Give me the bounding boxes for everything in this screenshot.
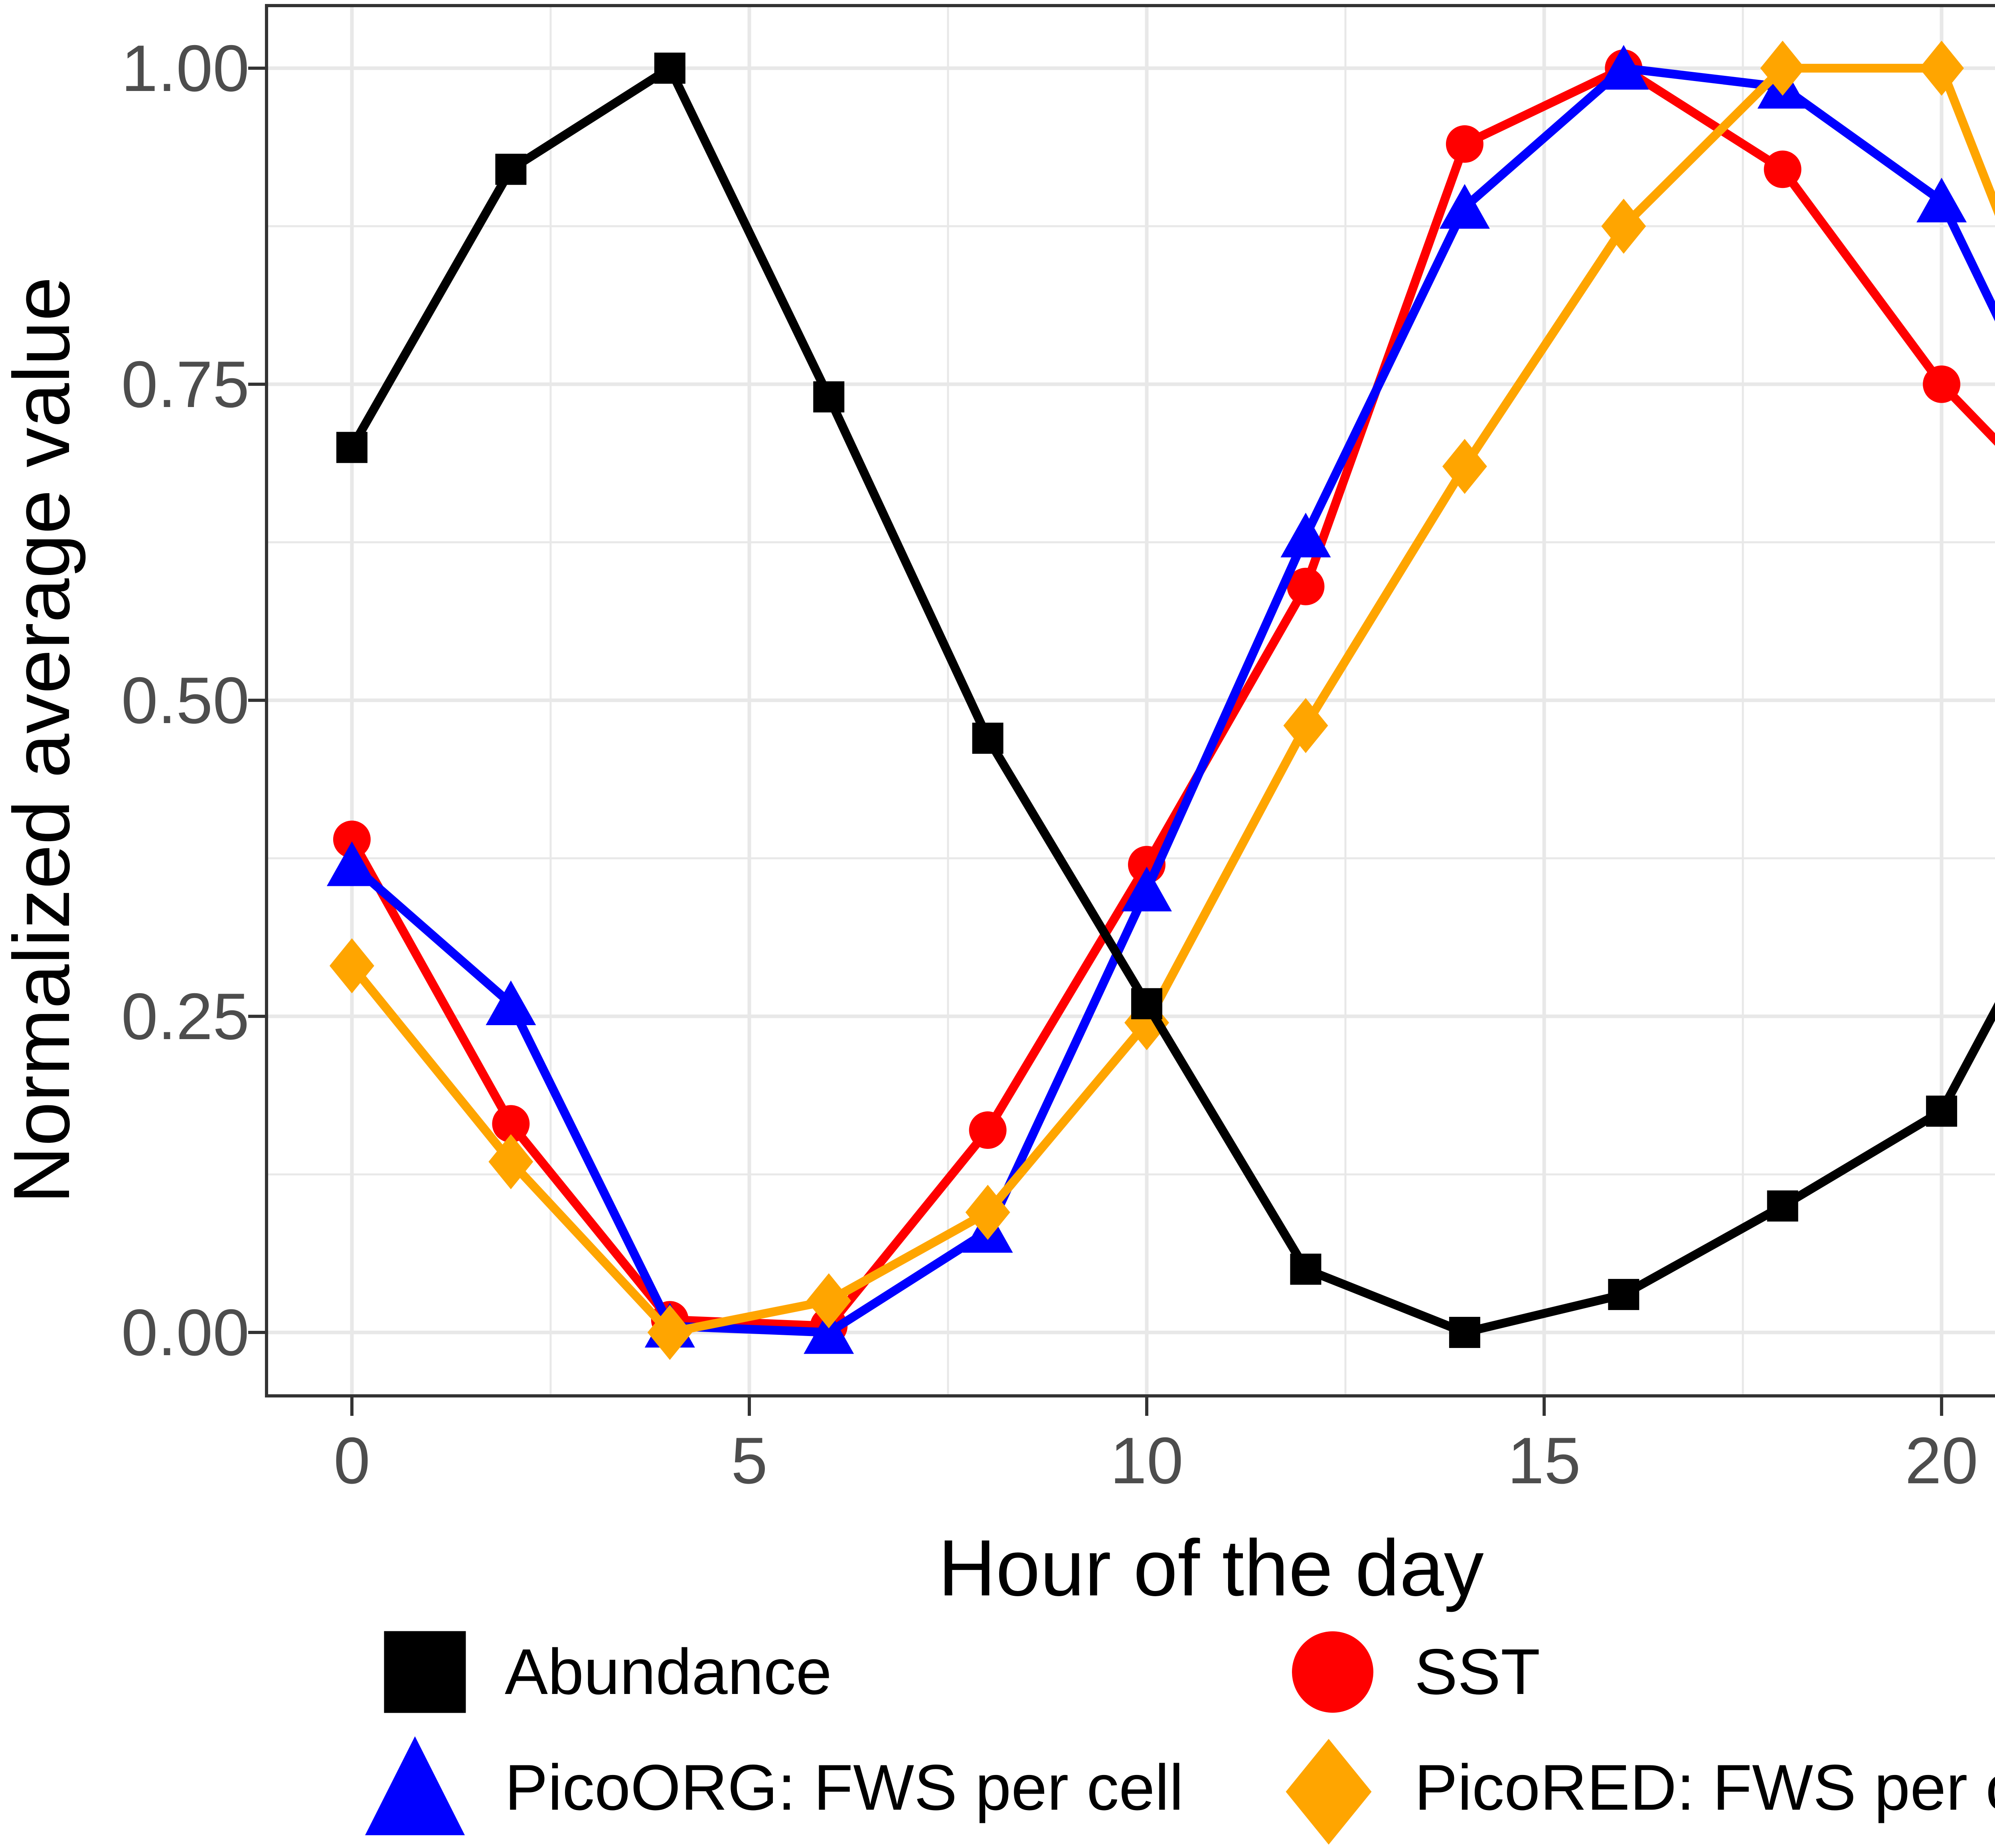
legend-swatch-Abundance <box>384 1631 466 1713</box>
series-marker-PicoORG: FWS per cell <box>1122 866 1172 911</box>
series-marker-PicoORG: FWS per cell <box>326 841 377 886</box>
series-marker-Abundance <box>495 154 527 185</box>
series-marker-Abundance <box>336 432 367 463</box>
y-tick-label-0.00: 0.00 <box>121 1296 249 1369</box>
series-marker-SST <box>492 1105 530 1143</box>
series-marker-Abundance <box>1926 1095 1957 1127</box>
series-marker-PicoORG: FWS per cell <box>804 1309 854 1354</box>
series-marker-SST <box>1287 567 1325 605</box>
series-marker-PicoRED: FWS per cell <box>488 1134 533 1190</box>
series-marker-Abundance <box>1131 988 1163 1020</box>
series-marker-PicoRED: FWS per cell <box>647 1304 692 1360</box>
series-marker-PicoRED: FWS per cell <box>806 1273 851 1328</box>
series-line-PicoORG: FWS per cell <box>349 63 1995 1337</box>
y-tick-label-0.50: 0.50 <box>121 664 249 737</box>
series-marker-PicoRED: FWS per cell <box>1283 698 1328 753</box>
series-marker-PicoRED: FWS per cell <box>1601 198 1646 254</box>
series-line-Abundance <box>348 63 1995 1337</box>
x-tick-label-0: 0 <box>334 1424 370 1497</box>
legend-label-sst: SST <box>1414 1636 1541 1708</box>
series-marker-SST <box>333 820 371 858</box>
series-marker-Abundance <box>1608 1279 1639 1310</box>
series-marker-Abundance <box>1290 1253 1321 1285</box>
legend-swatch-PicoORG: FWS per cell <box>365 1736 465 1836</box>
y-axis-title: Normalized average value <box>0 277 86 1204</box>
series-marker-PicoORG: FWS per cell <box>1439 184 1490 229</box>
series-marker-SST <box>1764 150 1801 188</box>
y-tick-label-0.75: 0.75 <box>121 348 249 421</box>
legend-label-abundance: Abundance <box>505 1636 832 1708</box>
legend-swatch-PicoRED: FWS per cell <box>1286 1739 1372 1845</box>
x-tick-label-15: 15 <box>1507 1424 1581 1497</box>
x-tick-label-5: 5 <box>731 1424 768 1497</box>
series-marker-PicoRED: FWS per cell <box>1919 40 1964 96</box>
series-marker-PicoRED: FWS per cell <box>1760 40 1805 96</box>
series-marker-SST <box>969 1111 1007 1149</box>
series-marker-PicoORG: FWS per cell <box>1598 45 1649 90</box>
y-tick-label-0.25: 0.25 <box>121 980 249 1053</box>
series-marker-Abundance <box>1767 1190 1798 1222</box>
series-marker-PicoORG: FWS per cell <box>1916 178 1967 223</box>
legend-label-picoorg: PicoORG: FWS per cell <box>505 1751 1184 1824</box>
series-marker-SST <box>1923 365 1961 403</box>
series-marker-Abundance <box>972 722 1003 754</box>
series-marker-PicoRED: FWS per cell <box>329 938 374 994</box>
y-tick-label-1.00: 1.00 <box>121 32 249 105</box>
series-marker-PicoRED: FWS per cell <box>1442 439 1487 494</box>
x-axis-title: Hour of the day <box>938 1524 1484 1613</box>
series-marker-PicoRED: FWS per cell <box>965 1184 1010 1240</box>
series-marker-PicoORG: FWS per cell <box>1280 512 1331 557</box>
series-line-PicoRED: FWS per cell <box>348 63 1995 1337</box>
legend-swatch-SST <box>1292 1631 1373 1713</box>
series-line-SST <box>348 63 1995 1331</box>
x-tick-label-10: 10 <box>1110 1424 1183 1497</box>
series-marker-Abundance <box>1449 1316 1480 1348</box>
series-marker-SST <box>1446 125 1483 163</box>
series-marker-Abundance <box>813 381 845 413</box>
legend-label-picored: PicoRED: FWS per cell <box>1414 1751 1995 1824</box>
series-marker-Abundance <box>654 52 685 84</box>
series-marker-PicoORG: FWS per cell <box>486 980 536 1026</box>
x-tick-label-20: 20 <box>1905 1424 1978 1497</box>
